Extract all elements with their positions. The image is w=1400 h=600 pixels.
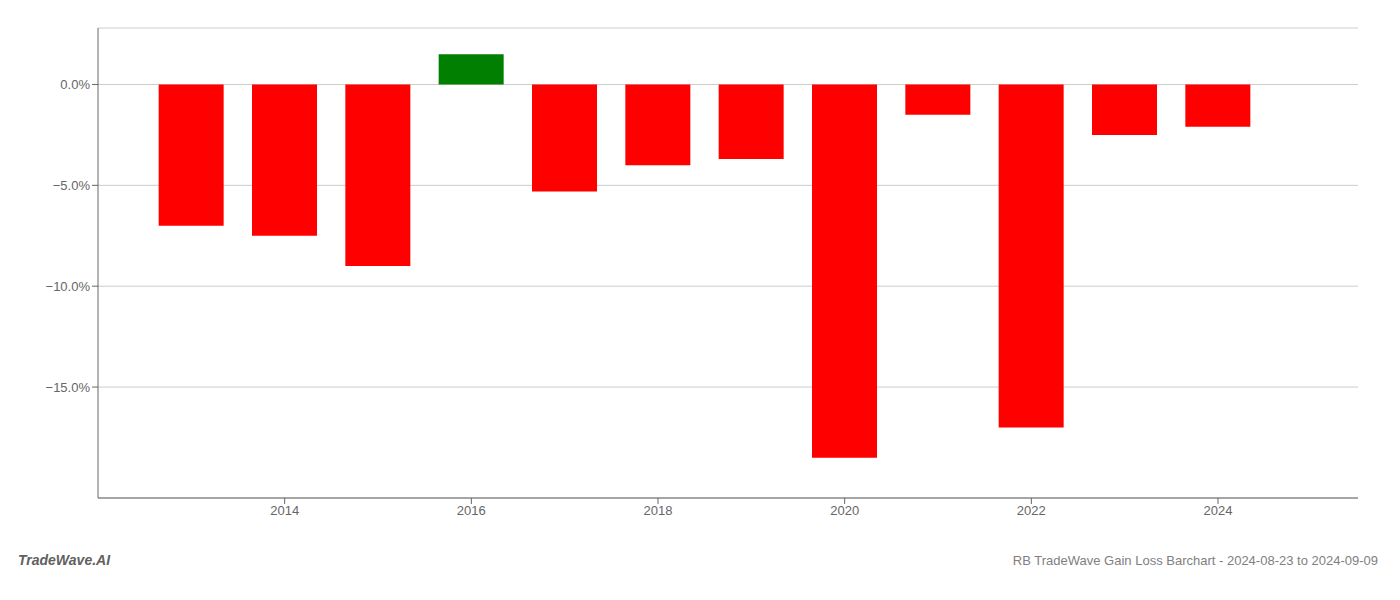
svg-text:−15.0%: −15.0% <box>46 380 91 395</box>
svg-text:2018: 2018 <box>644 503 673 518</box>
html-text:RB TradeWave Gain Loss Barchar: RB TradeWave Gain Loss Barchart - 2024-0… <box>1012 553 1378 568</box>
svg-text:2014: 2014 <box>270 503 299 518</box>
svg-text:2022: 2022 <box>1017 503 1046 518</box>
svg-text:2016: 2016 <box>457 503 486 518</box>
html-text:TradeWave.AI: TradeWave.AI <box>18 552 111 568</box>
svg-text:2024: 2024 <box>1204 503 1233 518</box>
svg-text:−5.0%: −5.0% <box>53 178 91 193</box>
svg-text:−10.0%: −10.0% <box>46 279 91 294</box>
svg-text:0.0%: 0.0% <box>60 77 90 92</box>
svg-text:2020: 2020 <box>830 503 859 518</box>
